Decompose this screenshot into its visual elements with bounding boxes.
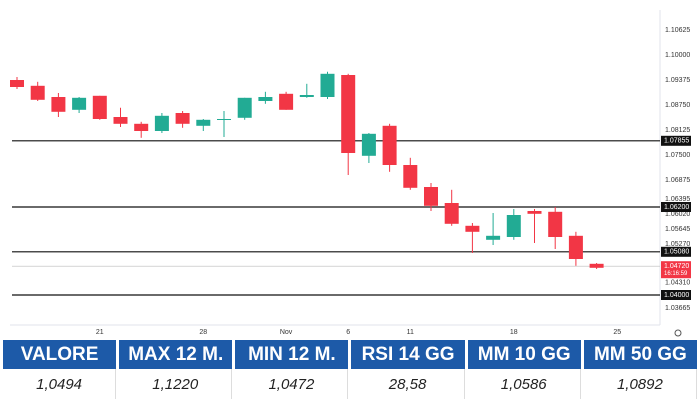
level-label-box	[661, 135, 691, 146]
candle-body	[51, 97, 66, 112]
x-tick-label: Nov	[280, 329, 293, 336]
y-tick-label: 1.08125	[665, 127, 690, 134]
column-header: MM 50 GG	[583, 340, 697, 369]
candle-body	[506, 215, 521, 237]
candle-body	[279, 93, 294, 110]
chart: 1.10625 1.10000 1.09375 1.08750 1.08125 1.075…	[10, 10, 691, 337]
candle-body	[424, 187, 438, 206]
y-tick-label: 1.05645	[665, 226, 690, 233]
candle-body	[403, 165, 418, 188]
candle-body	[154, 115, 169, 131]
candle-body	[196, 119, 211, 126]
candle-body	[10, 80, 24, 87]
stats-table: VALORE MAX 12 M. MIN 12 M. RSI 14 GG MM 10 G…	[0, 340, 700, 399]
candle-body	[361, 133, 376, 156]
level-label: 1.07855	[664, 138, 689, 145]
candle-body	[341, 75, 356, 153]
stat-value: 1,0472	[235, 369, 349, 399]
x-tick-label: 25	[613, 329, 621, 336]
level-label: 1.06200	[664, 204, 689, 211]
candle-body	[175, 113, 190, 124]
column-header: MM 10 GG	[467, 340, 581, 369]
countdown: 16:16:59	[664, 271, 688, 277]
level-label: 1.05080	[664, 249, 689, 256]
stat-value: 28,58	[351, 369, 465, 399]
value-row: 1,0494 1,1220 1,0472 28,58 1,0586 1,0892	[3, 369, 697, 399]
candle-body	[320, 73, 335, 97]
y-tick-label: 1.06020	[665, 211, 690, 218]
y-tick-label: 1.09375	[665, 77, 690, 84]
x-tick-label: 18	[510, 329, 518, 336]
y-tick-label: 1.05270	[665, 241, 690, 248]
x-tick-label: 11	[407, 329, 414, 336]
y-tick-label: 1.08750	[665, 102, 690, 109]
level-label: 1.04000	[664, 292, 689, 299]
current-price-label: 1.04720	[664, 263, 689, 270]
candle-body	[382, 125, 397, 165]
column-header: MIN 12 M.	[235, 340, 349, 369]
candle-body	[134, 123, 149, 131]
candle-body	[465, 225, 480, 232]
candle-body	[237, 97, 252, 118]
level-label-box	[661, 246, 691, 257]
candle-body	[444, 203, 459, 224]
candle-body	[30, 85, 45, 100]
candle-body	[72, 97, 87, 110]
column-header: MAX 12 M.	[119, 340, 233, 369]
level-label-box	[661, 290, 691, 300]
y-tick-label: 1.03665	[665, 305, 690, 312]
settings-icon[interactable]	[674, 329, 682, 337]
x-tick-label: 6	[346, 329, 350, 336]
level-label-box	[661, 202, 691, 212]
x-tick-label: 21	[96, 329, 104, 336]
candle-body	[113, 117, 128, 124]
candle-body	[589, 263, 604, 268]
y-tick-label: 1.06875	[665, 177, 690, 184]
candle-body	[527, 211, 542, 214]
candle-body	[486, 235, 501, 240]
y-tick-label: 1.06395	[665, 196, 690, 203]
stat-value: 1,1220	[119, 369, 233, 399]
stat-value: 1,0494	[3, 369, 117, 399]
candle-body	[299, 95, 314, 97]
candle-body	[92, 95, 107, 119]
stat-value: 1,0586	[468, 369, 581, 399]
current-price-box	[661, 261, 691, 279]
candle-body	[548, 211, 563, 237]
y-tick-label: 1.04310	[665, 279, 690, 286]
column-header: VALORE	[3, 340, 117, 369]
y-tick-label: 1.07500	[665, 152, 690, 159]
candle-body	[217, 119, 231, 120]
y-tick-label: 1.10000	[665, 52, 690, 59]
candle-body	[568, 235, 583, 259]
x-tick-label: 28	[199, 329, 207, 336]
column-header: RSI 14 GG	[351, 340, 465, 369]
y-tick-label: 1.10625	[665, 27, 690, 34]
header-row: VALORE MAX 12 M. MIN 12 M. RSI 14 GG MM 10 G…	[3, 340, 697, 369]
candle-body	[258, 97, 273, 101]
stat-value: 1,0892	[584, 369, 697, 399]
